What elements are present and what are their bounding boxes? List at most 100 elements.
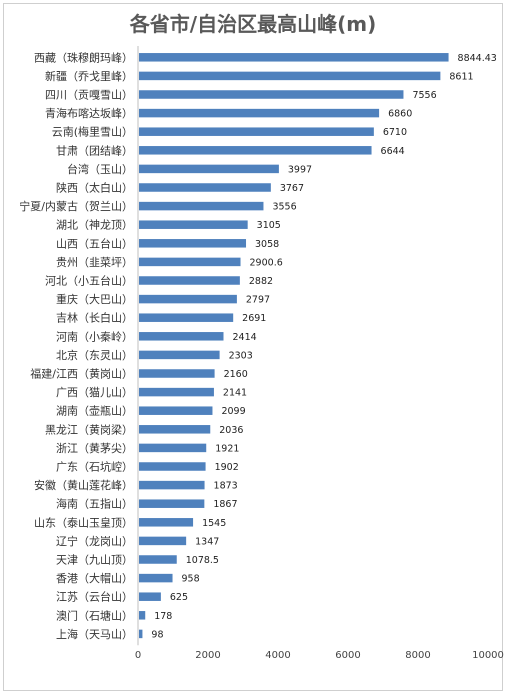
category-label: 贵州（韭菜坪） (56, 256, 133, 269)
bar (139, 425, 211, 434)
bar (139, 164, 279, 174)
category-label: 台湾（玉山） (67, 162, 133, 176)
bar (139, 183, 271, 192)
data-label: 625 (170, 592, 188, 603)
category-label: 湖南（壶瓶山） (56, 404, 133, 418)
data-label: 2303 (229, 350, 253, 361)
category-label: 西藏（珠穆朗玛峰） (34, 50, 133, 64)
category-label: 广东（石坑崆） (56, 460, 133, 474)
bar (139, 592, 161, 601)
x-tick-label: 4000 (265, 650, 290, 661)
bar (139, 276, 240, 285)
category-label: 上海（天马山） (56, 627, 133, 641)
data-label: 2797 (246, 295, 270, 306)
category-label: 河南（小秦岭） (56, 329, 133, 343)
category-label: 重庆（大巴山） (56, 292, 133, 306)
category-label: 湖北（神龙顶） (56, 218, 133, 232)
data-label: 2099 (221, 406, 245, 417)
category-label: 甘肃（团结峰） (56, 144, 133, 157)
category-label: 天津（九山顶） (56, 554, 133, 567)
data-label: 3767 (280, 183, 304, 194)
data-label: 2036 (219, 425, 243, 436)
category-label: 海南（五指山） (56, 497, 133, 511)
data-label: 958 (182, 574, 200, 585)
category-label: 江苏（云台山） (56, 590, 133, 604)
data-label: 1867 (213, 499, 237, 510)
bar (139, 387, 214, 397)
x-tick-label: 2000 (195, 650, 220, 661)
bar (139, 53, 449, 62)
bar (139, 611, 146, 620)
x-tick-label: 6000 (335, 650, 360, 661)
bar (139, 108, 380, 118)
data-label: 6710 (383, 127, 407, 138)
bar (139, 499, 205, 508)
bar (139, 369, 215, 378)
category-label: 安徽（黄山莲花峰） (34, 478, 133, 492)
data-label: 1078.5 (186, 555, 219, 566)
category-label: 云南(梅里雪山） (52, 125, 133, 139)
bar (139, 127, 374, 136)
bar (139, 443, 207, 453)
bar (139, 313, 234, 322)
x-tick-label: 8000 (405, 650, 430, 661)
x-tick-label: 0 (135, 650, 141, 661)
category-label: 山西（五台山） (56, 236, 133, 250)
data-label: 8611 (449, 71, 473, 82)
data-label: 6860 (388, 109, 412, 120)
category-label: 吉林（长白山） (56, 311, 133, 325)
bar (139, 555, 177, 564)
chart-title: 各省市/自治区最高山峰(m) (129, 12, 377, 36)
data-label: 178 (154, 611, 172, 622)
data-label: 3058 (255, 239, 279, 250)
category-label: 青海布喀达坂峰） (45, 106, 133, 120)
data-label: 2882 (249, 276, 273, 287)
data-label: 7556 (412, 90, 436, 101)
category-label: 澳门（石塘山） (56, 608, 133, 622)
bar (139, 201, 264, 211)
x-tick-label: 10000 (472, 650, 504, 661)
bar (139, 350, 220, 360)
category-label: 广西（猫儿山） (56, 386, 133, 399)
bar (139, 536, 187, 546)
category-label: 新疆（乔戈里峰） (45, 69, 133, 83)
data-label: 1545 (202, 518, 226, 529)
bar (139, 332, 224, 341)
bar (139, 239, 247, 248)
bar (139, 71, 441, 81)
category-label: 陕西（太白山） (56, 181, 133, 195)
bar (139, 518, 194, 527)
data-label: 3997 (288, 164, 312, 175)
bar (139, 257, 241, 267)
category-label: 香港（大帽山） (56, 571, 133, 585)
category-label: 山东（泰山玉皇顶） (34, 515, 133, 529)
category-label: 浙江（黄茅尖） (56, 441, 133, 455)
category-label: 北京（东灵山） (56, 348, 133, 362)
category-label: 黑龙江（黄岗梁） (45, 422, 133, 436)
data-label: 1921 (215, 443, 239, 454)
category-label: 福建/江西（黄岗山） (30, 367, 133, 381)
data-label: 2160 (224, 369, 248, 380)
data-label: 2414 (232, 332, 256, 343)
chart-frame (3, 3, 503, 691)
data-label: 2691 (242, 313, 266, 324)
category-label: 辽宁（龙岗山） (56, 534, 133, 548)
data-label: 8844.43 (458, 53, 497, 64)
bar (139, 462, 206, 471)
data-label: 1873 (214, 481, 238, 492)
category-label: 宁夏/内蒙古（贺兰山） (19, 199, 133, 213)
data-label: 6644 (381, 146, 405, 157)
bar (139, 480, 205, 490)
bar (139, 220, 248, 229)
data-label: 3556 (272, 202, 296, 213)
bar (139, 90, 404, 99)
data-label: 1902 (215, 462, 239, 473)
bar (139, 406, 213, 415)
category-label: 河北（小五台山） (45, 274, 133, 288)
data-label: 2900.6 (250, 257, 283, 268)
bar (139, 294, 237, 304)
data-label: 98 (151, 629, 163, 640)
data-label: 2141 (223, 388, 247, 399)
bar (139, 573, 173, 583)
